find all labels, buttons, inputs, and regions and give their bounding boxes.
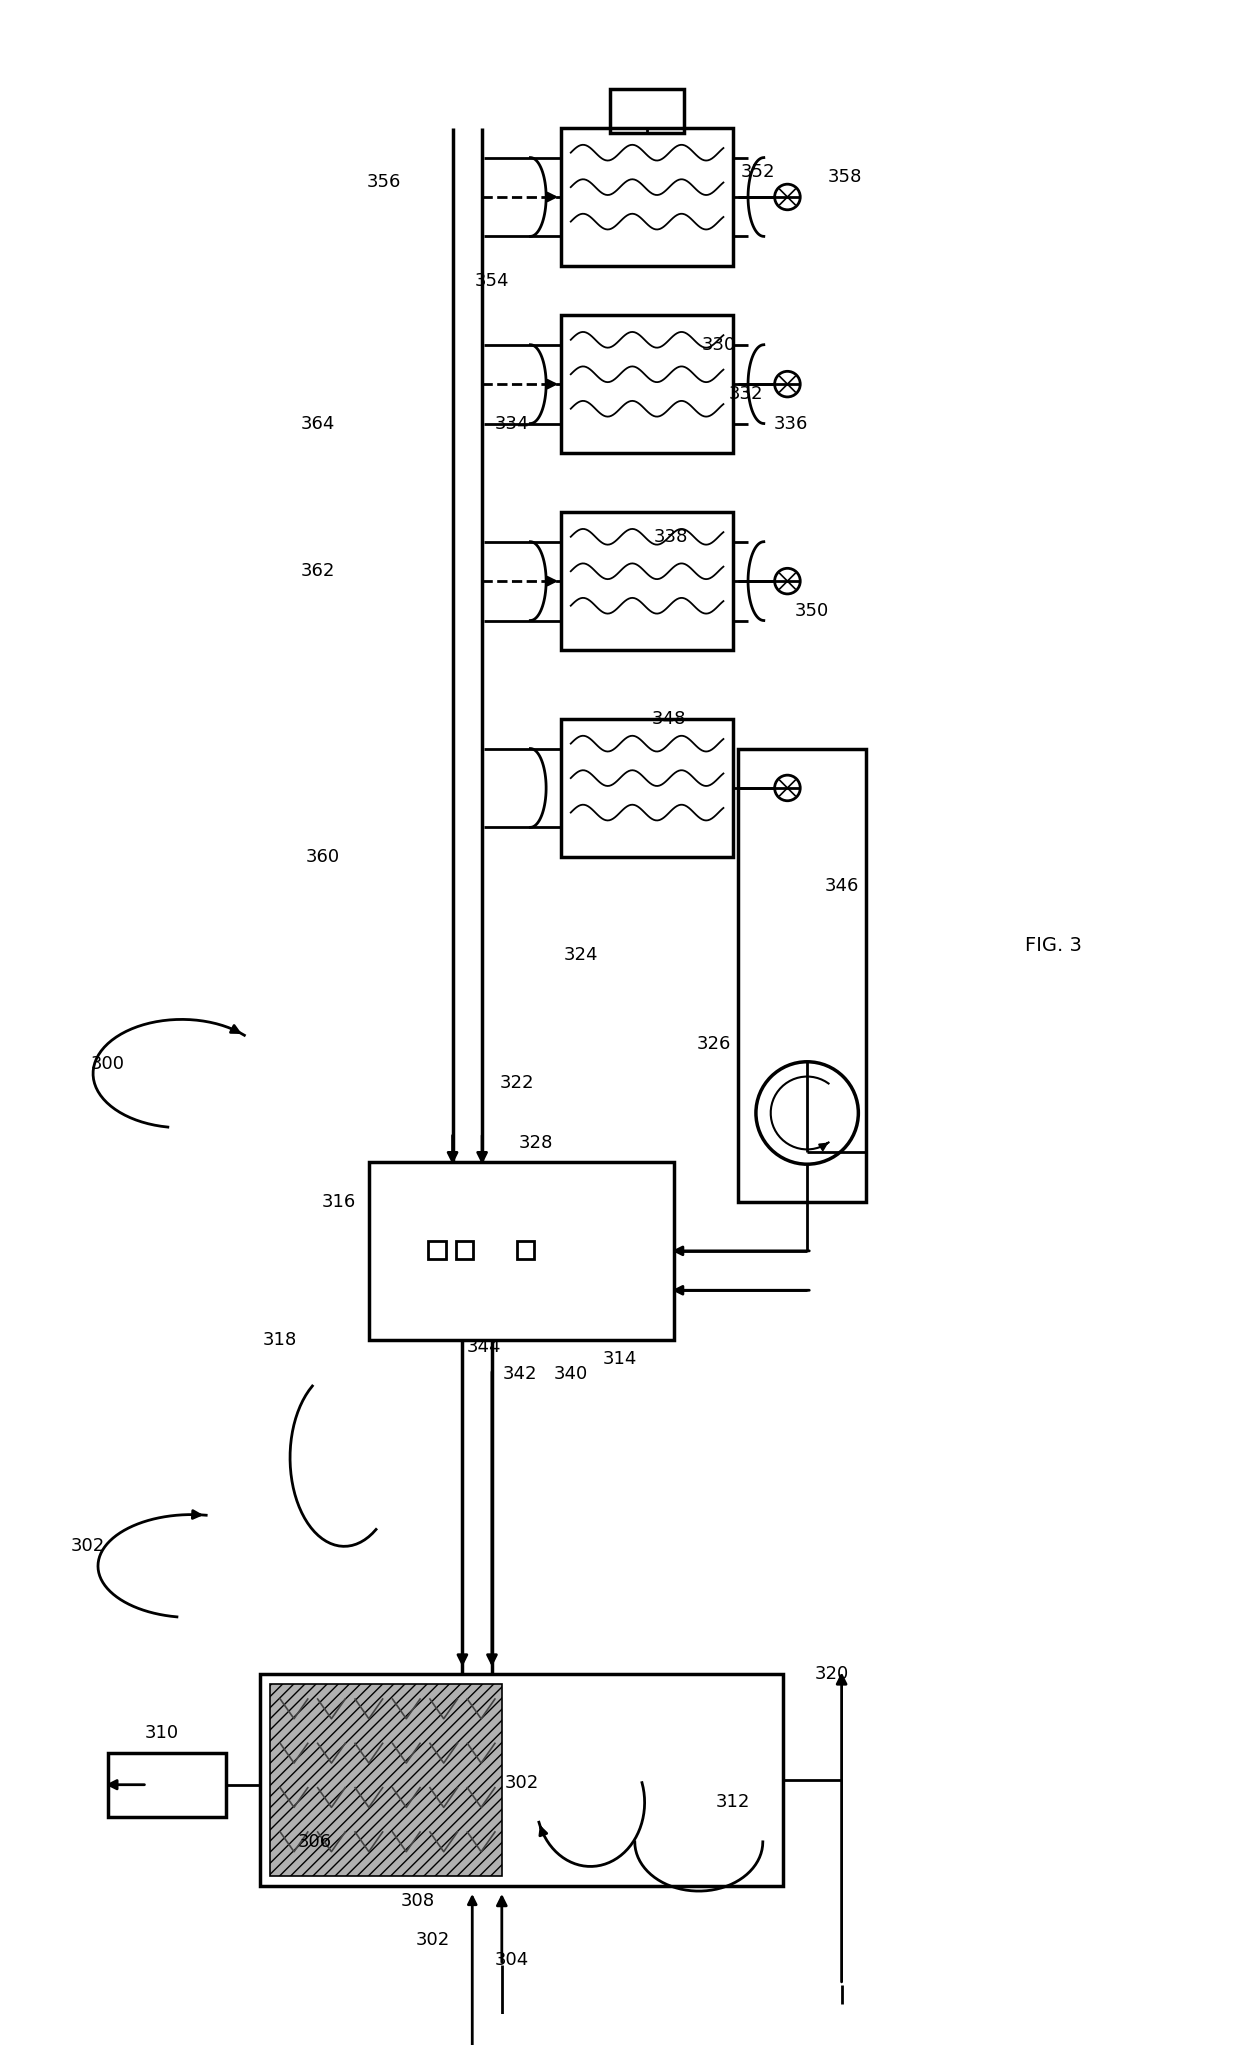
Text: FIG. 3: FIG. 3: [1025, 937, 1081, 955]
Text: 312: 312: [715, 1793, 750, 1812]
Circle shape: [775, 184, 800, 211]
Text: 360: 360: [305, 849, 340, 865]
Text: 302: 302: [71, 1538, 105, 1556]
Text: 348: 348: [652, 710, 687, 728]
Bar: [108, 1753, 226, 1818]
Bar: [560, 511, 733, 650]
Text: 302: 302: [505, 1773, 538, 1791]
Text: 310: 310: [145, 1724, 179, 1742]
Circle shape: [775, 569, 800, 593]
Text: 362: 362: [300, 562, 335, 581]
Text: 352: 352: [740, 164, 775, 182]
Text: 364: 364: [300, 415, 335, 434]
Text: 318: 318: [263, 1331, 298, 1348]
Bar: [560, 129, 733, 266]
Circle shape: [775, 372, 800, 397]
Bar: [517, 1241, 534, 1260]
Text: 324: 324: [563, 947, 598, 965]
Text: 322: 322: [500, 1074, 534, 1092]
Text: 328: 328: [520, 1133, 553, 1151]
Text: 338: 338: [653, 528, 688, 546]
Bar: [560, 315, 733, 454]
Bar: [738, 748, 867, 1202]
Bar: [560, 720, 733, 857]
Text: 306: 306: [298, 1832, 332, 1851]
Text: 358: 358: [827, 168, 862, 186]
Text: 304: 304: [495, 1951, 528, 1969]
Text: 342: 342: [502, 1364, 537, 1382]
Text: 346: 346: [825, 877, 859, 896]
Bar: [428, 1241, 445, 1260]
Text: 316: 316: [322, 1192, 356, 1211]
Circle shape: [775, 775, 800, 802]
Circle shape: [756, 1061, 858, 1164]
Text: 334: 334: [495, 415, 529, 434]
Text: 330: 330: [702, 335, 735, 354]
Text: 336: 336: [774, 415, 807, 434]
Text: 344: 344: [466, 1337, 501, 1356]
Bar: [368, 1162, 675, 1339]
Text: 354: 354: [475, 272, 510, 290]
Bar: [260, 1675, 782, 1885]
Text: 326: 326: [697, 1035, 730, 1053]
Bar: [455, 1241, 474, 1260]
Text: 300: 300: [91, 1055, 125, 1074]
Text: 356: 356: [367, 174, 401, 192]
Bar: [270, 1685, 502, 1877]
Text: 340: 340: [553, 1364, 588, 1382]
Text: 302: 302: [415, 1930, 450, 1949]
Text: 308: 308: [401, 1892, 435, 1910]
Text: 314: 314: [603, 1350, 637, 1368]
Text: 320: 320: [815, 1665, 849, 1683]
Text: 332: 332: [729, 384, 764, 403]
Text: 350: 350: [795, 601, 830, 620]
Bar: [610, 88, 684, 133]
